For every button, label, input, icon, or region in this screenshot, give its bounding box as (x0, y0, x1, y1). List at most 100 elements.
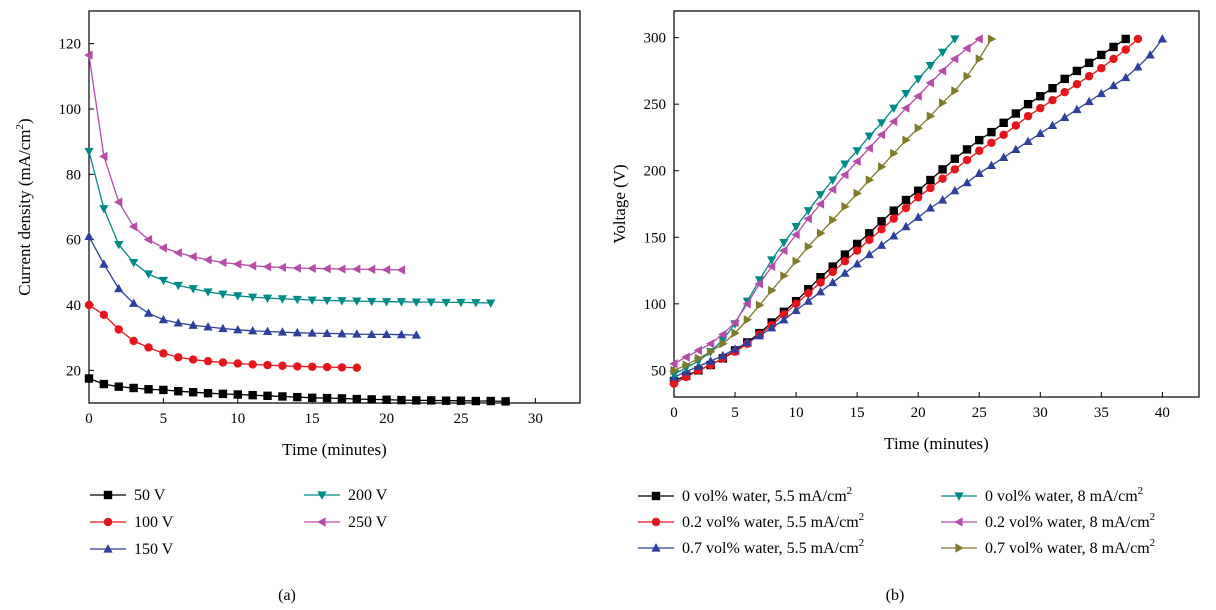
data-point (233, 359, 242, 368)
data-point (889, 104, 899, 113)
data-point (791, 305, 801, 315)
data-point (962, 155, 972, 165)
data-point (1097, 64, 1106, 73)
data-point (144, 343, 153, 352)
legend-entry-1: 0.2 vol% water, 5.5 mA/cm2 (638, 511, 864, 531)
data-point (114, 240, 124, 250)
legend-label: 200 V (348, 487, 388, 504)
panel-a-y-axis-label-tail: ) (15, 118, 34, 124)
panel-a-legend: 50 V 100 V 150 V 200 V 250 V (90, 487, 388, 558)
data-point (203, 288, 213, 297)
data-point (307, 263, 316, 274)
data-point (322, 296, 332, 306)
legend-label-superscript: 2 (847, 485, 853, 497)
data-point (1072, 80, 1082, 89)
data-point (129, 336, 138, 346)
data-point (827, 184, 837, 194)
panel-a-y-axis-label-main: Current density (mA/cm (15, 129, 34, 295)
legend-label: 0.2 vol% water, 5.5 mA/cm2 (682, 511, 864, 531)
legend-label: 50 V (134, 487, 166, 504)
data-point (114, 283, 124, 293)
data-point (925, 62, 936, 71)
data-point (411, 298, 421, 307)
data-point (864, 132, 874, 141)
data-point (974, 34, 983, 44)
data-point (456, 298, 466, 308)
panel-a-y-ticks: 20 40 60 80 100 120 (59, 37, 94, 379)
data-point (99, 259, 109, 268)
panel-b-plot-frame (673, 10, 1200, 398)
data-point (1157, 34, 1167, 43)
data-point (322, 328, 332, 337)
panel-a-caption: (a) (278, 587, 296, 604)
data-point (1048, 95, 1057, 105)
data-point (951, 86, 960, 96)
data-point (144, 385, 153, 394)
data-point (901, 221, 911, 231)
series-2 (669, 34, 1167, 381)
data-point (731, 328, 740, 338)
data-point (337, 297, 347, 306)
y-tick-label: 100 (59, 102, 82, 118)
data-point (962, 43, 971, 53)
legend-label: 250 V (348, 514, 388, 531)
data-point (975, 54, 985, 64)
data-point (1097, 50, 1106, 60)
data-point (337, 394, 347, 403)
legend-label-main: 0.7 vol% water, 5.5 mA/cm (682, 540, 859, 557)
data-point (367, 395, 376, 404)
x-tick-label: 10 (230, 411, 245, 427)
data-point (767, 322, 777, 332)
data-point (901, 89, 911, 99)
data-point (292, 263, 301, 273)
data-point (1060, 74, 1069, 84)
data-point (963, 71, 972, 81)
data-point (99, 310, 109, 319)
data-point (852, 156, 861, 167)
data-point (1121, 34, 1130, 44)
data-point (307, 362, 317, 371)
data-point (852, 147, 862, 156)
legend-label-superscript: 2 (1150, 537, 1156, 549)
data-point (804, 288, 813, 298)
legend-marker (651, 517, 661, 527)
data-point (938, 174, 947, 183)
data-point (877, 225, 886, 234)
data-point (322, 393, 332, 403)
x-tick-label: 30 (1033, 405, 1048, 421)
legend-entry-3: 200 V (304, 487, 388, 504)
data-point (852, 259, 862, 268)
data-point (1145, 50, 1155, 59)
data-point (766, 261, 776, 272)
data-point (730, 344, 740, 353)
data-point (779, 310, 789, 319)
data-point (203, 322, 213, 331)
data-point (742, 299, 751, 309)
data-point (950, 165, 960, 174)
data-point (670, 365, 679, 375)
data-point (501, 397, 510, 406)
data-point (1108, 80, 1119, 90)
data-point (987, 34, 997, 44)
data-point (233, 324, 243, 334)
data-point (248, 325, 258, 335)
data-point (1084, 96, 1094, 106)
data-point (352, 363, 362, 372)
data-point (768, 285, 777, 296)
legend-label: 0 vol% water, 8 mA/cm2 (985, 485, 1143, 505)
data-point (913, 186, 923, 195)
data-point (1060, 112, 1070, 122)
data-point (352, 394, 362, 404)
series-4 (669, 34, 983, 369)
data-point (351, 264, 361, 274)
x-tick-label: 25 (453, 411, 468, 427)
data-point (743, 315, 753, 325)
data-point (293, 392, 302, 402)
data-point (99, 205, 109, 214)
data-point (188, 388, 198, 397)
data-point (307, 393, 317, 402)
legend-label: 0.7 vol% water, 8 mA/cm2 (985, 537, 1155, 557)
data-point (84, 231, 94, 240)
data-point (681, 352, 690, 362)
